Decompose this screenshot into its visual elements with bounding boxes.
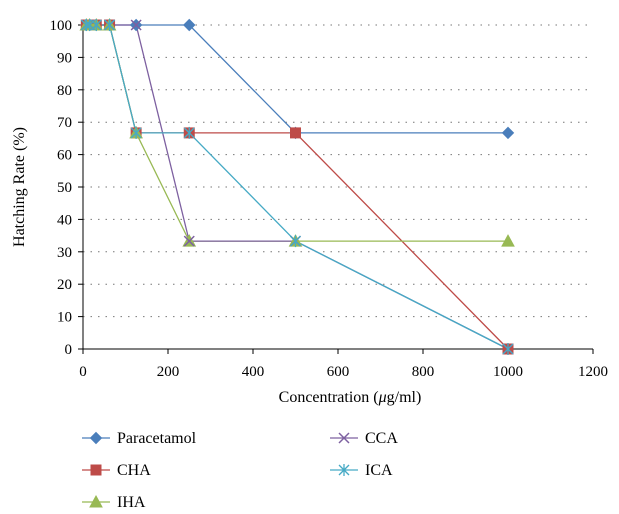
y-axis-title: Hatching Rate (%) (11, 127, 28, 247)
point-cca-stroke (183, 235, 195, 247)
legend-label-paracetamol: Paracetamol (117, 430, 197, 447)
x-tick-label: 800 (412, 364, 435, 380)
x-axis-title-head: Concentration ( (279, 389, 379, 406)
point-ica (130, 126, 142, 139)
legend-label-cca: CCA (365, 430, 398, 447)
x-tick-label: 400 (242, 364, 265, 380)
y-tick-label: 30 (57, 245, 72, 261)
legend: Paracetamol CHA IHA CCA ICA (82, 430, 398, 511)
x-tick-label: 600 (327, 364, 350, 380)
y-tick-label: 20 (57, 277, 72, 293)
series-markers (79, 17, 515, 355)
series-lines (86, 24, 509, 350)
legend-marker-ica (338, 464, 350, 476)
y-tick-label: 80 (57, 83, 72, 99)
legend-label-cha: CHA (117, 462, 151, 479)
point-iha (501, 234, 515, 247)
y-tick-label: 0 (65, 342, 73, 358)
y-tick-label: 40 (57, 212, 72, 228)
point-ica (183, 126, 195, 139)
y-tick-label: 10 (57, 310, 72, 326)
x-axis-title: Concentration (μg/ml) (279, 389, 422, 406)
point-ica (290, 235, 301, 248)
point-paracetamol (501, 126, 515, 140)
y-tick-label: 90 (57, 50, 72, 66)
point-cca-stroke (130, 19, 142, 31)
y-tick-label: 50 (57, 180, 72, 196)
gridlines (83, 24, 593, 318)
point-paracetamol (183, 18, 196, 32)
point-cca (183, 235, 195, 247)
x-tick-label: 1000 (493, 364, 523, 380)
series-line-cha (86, 24, 509, 350)
legend-marker-cca-stroke (338, 432, 350, 444)
point-ica (502, 343, 514, 355)
y-tick-label: 100 (50, 18, 73, 34)
legend-marker-cca (338, 432, 350, 444)
legend-marker-cha (90, 464, 102, 476)
x-tick-label: 0 (79, 364, 87, 380)
axes (78, 24, 594, 354)
point-cca (130, 19, 142, 31)
series-line-cca (86, 24, 509, 350)
y-tick-label: 60 (57, 148, 72, 164)
legend-marker-paracetamol (89, 431, 103, 445)
legend-label-iha: IHA (117, 494, 146, 509)
x-tick-label: 1200 (578, 364, 608, 380)
x-tick-label: 200 (157, 364, 180, 380)
point-cha (290, 127, 301, 139)
point-ica (104, 19, 116, 31)
series-line-ica (86, 24, 509, 350)
legend-marker-iha (89, 494, 103, 508)
legend-label-ica: ICA (365, 462, 393, 479)
y-tick-label: 70 (57, 115, 72, 131)
point-ica (90, 19, 102, 31)
x-axis-title-mu: μ (378, 389, 387, 406)
x-axis-title-tail: g/ml) (387, 389, 422, 406)
